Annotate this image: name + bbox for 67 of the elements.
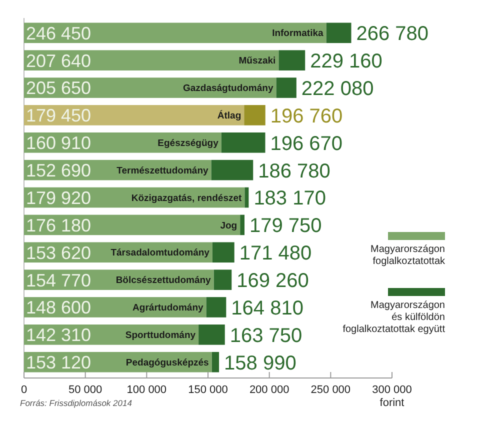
y-tick-label: Pedagógusképzés [126,357,209,368]
bar [24,105,244,126]
data-label: 153 120 [26,352,92,373]
bar [198,324,225,345]
bar [244,187,249,208]
data-label: 153 620 [26,242,92,263]
total-label: 164 810 [231,297,304,320]
y-tick-label: Agrártudomány [132,302,204,314]
data-label: 154 770 [26,270,92,290]
y-tick-label: Természettudomány [116,165,210,176]
total-label: 222 080 [301,78,374,100]
data-label: 176 180 [26,215,92,236]
bar [212,242,234,263]
text: Forrás: Frissdiplomások 2014 [20,398,132,408]
y-tick-label: Társadalomtudomány [110,248,210,259]
bar [211,160,254,180]
bar [244,105,266,126]
x-tick-label: 50 000 [68,384,102,396]
data-label: 160 910 [26,133,92,154]
x-tick-label: 300 000 [372,384,412,396]
data-label: 179 920 [26,188,92,208]
bar [240,214,244,236]
data-label: 152 690 [26,160,92,181]
y-tick-label: Közigazgatás, rendészet [131,192,243,204]
total-label: 196 760 [270,105,343,128]
data-label: 148 600 [26,298,92,318]
bar [24,50,279,70]
x-tick-label: 200 000 [249,384,290,396]
x-tick-label: 150 000 [188,384,228,396]
text: Magyarországon foglalkoztatottak [370,244,446,267]
data-label: 207 640 [26,50,92,71]
x-axis-title: forint [380,397,404,409]
bar [278,50,306,70]
total-label: 196 670 [270,132,343,155]
bar [24,22,326,44]
bar [212,352,220,372]
y-tick-label: Sporttudomány [125,330,196,341]
data-label: 179 450 [26,106,92,126]
total-label: 171 480 [239,242,312,265]
x-tick-label: 0 [20,384,28,396]
x-tick-label: 100 000 [126,384,167,396]
bar [206,297,226,318]
data-label: 246 450 [26,23,92,44]
total-label: 229 160 [310,50,382,73]
total-label: 186 780 [258,160,330,182]
bar [276,78,296,98]
bar [326,22,352,44]
total-label: 158 990 [224,352,296,374]
y-tick-label: Jog [220,220,238,232]
data-label: 142 310 [26,325,92,346]
data-label: 205 650 [26,78,92,98]
total-label: 183 170 [254,188,326,210]
total-label: 266 780 [356,23,429,46]
bar [24,214,240,236]
y-tick-label: Bölcsészettudomány [116,275,212,286]
y-tick-label: Műszaki [238,56,276,67]
total-label: 179 750 [249,215,322,238]
y-tick-label: Átlag [217,110,242,122]
total-label: 169 260 [236,270,309,292]
bar [221,132,266,153]
x-tick-label: 250 000 [310,384,351,396]
y-tick-label: Gazdaságtudomány [182,83,274,94]
y-tick-label: Egészségügy [158,138,220,149]
total-label: 163 750 [230,324,302,347]
bar [214,270,232,290]
text: Magyarországon és külföldön foglalkoztatottak együtt [342,300,446,335]
y-tick-label: Informatika [272,28,324,40]
